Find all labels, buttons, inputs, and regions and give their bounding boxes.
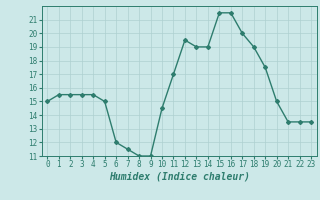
X-axis label: Humidex (Indice chaleur): Humidex (Indice chaleur) <box>109 172 250 182</box>
